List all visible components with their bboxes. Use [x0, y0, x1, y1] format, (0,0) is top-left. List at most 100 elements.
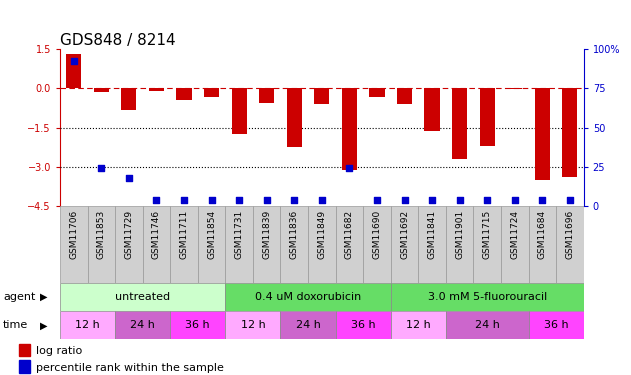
- Text: GSM11836: GSM11836: [290, 210, 298, 260]
- Bar: [121, 88, 136, 111]
- Text: GSM11690: GSM11690: [372, 210, 381, 260]
- Bar: [225, 311, 280, 339]
- Text: 3.0 mM 5-fluorouracil: 3.0 mM 5-fluorouracil: [428, 292, 547, 302]
- Bar: [507, 88, 522, 90]
- Point: [124, 175, 134, 181]
- Text: agent: agent: [3, 292, 35, 302]
- Text: percentile rank within the sample: percentile rank within the sample: [37, 363, 224, 373]
- Bar: [473, 206, 501, 283]
- Bar: [425, 88, 440, 132]
- Bar: [534, 88, 550, 180]
- Point: [179, 197, 189, 203]
- Text: ▶: ▶: [40, 292, 47, 302]
- Bar: [556, 206, 584, 283]
- Text: GSM11706: GSM11706: [69, 210, 78, 260]
- Point: [482, 197, 492, 203]
- Bar: [286, 88, 302, 147]
- Bar: [198, 206, 225, 283]
- Bar: [149, 88, 164, 91]
- Bar: [342, 88, 357, 170]
- Text: GSM11715: GSM11715: [483, 210, 492, 260]
- Text: ▶: ▶: [40, 320, 47, 330]
- Point: [289, 197, 299, 203]
- Point: [151, 197, 162, 203]
- Text: GSM11724: GSM11724: [510, 210, 519, 259]
- Bar: [60, 283, 225, 311]
- Bar: [529, 311, 584, 339]
- Bar: [391, 283, 584, 311]
- Point: [97, 165, 107, 171]
- Bar: [369, 88, 384, 98]
- Bar: [88, 206, 115, 283]
- Point: [427, 197, 437, 203]
- Text: GDS848 / 8214: GDS848 / 8214: [60, 33, 175, 48]
- Bar: [170, 311, 225, 339]
- Point: [234, 197, 244, 203]
- Text: GSM11839: GSM11839: [262, 210, 271, 260]
- Text: GSM11711: GSM11711: [179, 210, 189, 260]
- Point: [399, 197, 410, 203]
- Text: GSM11696: GSM11696: [565, 210, 574, 260]
- Bar: [253, 206, 280, 283]
- Bar: [391, 311, 446, 339]
- Bar: [314, 88, 329, 104]
- Text: time: time: [3, 320, 28, 330]
- Bar: [336, 206, 363, 283]
- Bar: [19, 344, 30, 356]
- Bar: [225, 206, 253, 283]
- Point: [262, 197, 272, 203]
- Bar: [397, 88, 412, 104]
- Text: GSM11682: GSM11682: [345, 210, 354, 259]
- Bar: [391, 206, 418, 283]
- Text: GSM11901: GSM11901: [455, 210, 464, 260]
- Bar: [143, 206, 170, 283]
- Text: 36 h: 36 h: [186, 320, 210, 330]
- Bar: [446, 311, 529, 339]
- Bar: [204, 88, 219, 98]
- Text: 12 h: 12 h: [406, 320, 431, 330]
- Point: [537, 197, 547, 203]
- Text: GSM11849: GSM11849: [317, 210, 326, 259]
- Bar: [170, 206, 198, 283]
- Bar: [115, 311, 170, 339]
- Text: 36 h: 36 h: [544, 320, 569, 330]
- Bar: [232, 88, 247, 134]
- Bar: [363, 206, 391, 283]
- Point: [510, 197, 520, 203]
- Bar: [259, 88, 274, 103]
- Point: [372, 197, 382, 203]
- Text: untreated: untreated: [115, 292, 170, 302]
- Text: 12 h: 12 h: [75, 320, 100, 330]
- Point: [317, 197, 327, 203]
- Text: 36 h: 36 h: [351, 320, 375, 330]
- Bar: [19, 360, 30, 374]
- Bar: [66, 54, 81, 88]
- Bar: [308, 206, 336, 283]
- Bar: [280, 206, 308, 283]
- Text: log ratio: log ratio: [37, 346, 83, 356]
- Text: GSM11731: GSM11731: [235, 210, 244, 260]
- Bar: [94, 88, 109, 92]
- Bar: [529, 206, 556, 283]
- Text: 24 h: 24 h: [130, 320, 155, 330]
- Text: GSM11729: GSM11729: [124, 210, 133, 259]
- Bar: [452, 88, 467, 159]
- Text: GSM11746: GSM11746: [152, 210, 161, 259]
- Point: [454, 197, 464, 203]
- Bar: [280, 311, 336, 339]
- Bar: [336, 311, 391, 339]
- Text: 12 h: 12 h: [240, 320, 265, 330]
- Bar: [501, 206, 529, 283]
- Bar: [225, 283, 391, 311]
- Text: GSM11841: GSM11841: [428, 210, 437, 259]
- Text: GSM11854: GSM11854: [207, 210, 216, 259]
- Bar: [446, 206, 473, 283]
- Text: GSM11684: GSM11684: [538, 210, 547, 259]
- Text: 0.4 uM doxorubicin: 0.4 uM doxorubicin: [255, 292, 361, 302]
- Text: 24 h: 24 h: [295, 320, 321, 330]
- Bar: [177, 88, 192, 100]
- Bar: [60, 206, 88, 283]
- Text: 24 h: 24 h: [475, 320, 500, 330]
- Point: [69, 58, 79, 64]
- Point: [345, 165, 355, 171]
